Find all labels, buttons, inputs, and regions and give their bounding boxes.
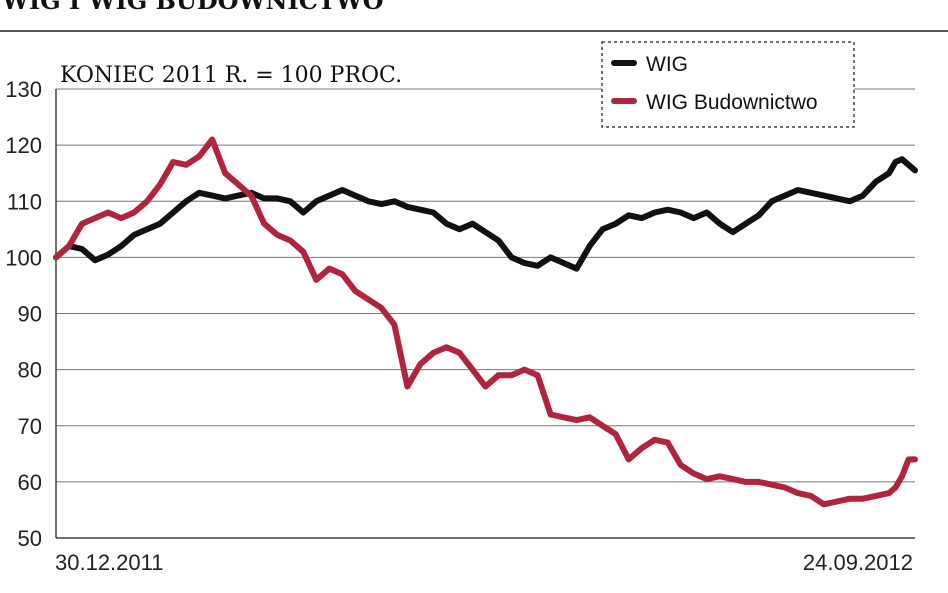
y-tick-label-50: 50	[18, 526, 42, 551]
y-tick-label-70: 70	[18, 414, 42, 439]
series-lines	[53, 136, 918, 508]
legend: WIG WIG Budownictwo	[601, 41, 855, 128]
y-tick-label-80: 80	[18, 358, 42, 383]
title-divider	[0, 30, 948, 32]
y-tick-label-90: 90	[18, 302, 42, 327]
series-line-wig-budownictwo	[53, 136, 918, 508]
y-tick-label-110: 110	[7, 189, 42, 214]
x-tick-start: 30.12.2011	[55, 550, 163, 575]
y-tick-label-60: 60	[18, 470, 42, 495]
legend-box	[601, 41, 855, 128]
gridlines	[56, 88, 915, 539]
legend-label-wig-budownictwo: WIG Budownictwo	[646, 91, 818, 114]
x-tick-end: 24.09.2012	[803, 550, 913, 575]
y-tick-label-130: 130	[5, 77, 42, 102]
y-tick-label-100: 100	[5, 245, 42, 270]
chart-subtitle: KONIEC 2011 R. = 100 PROC.	[60, 63, 402, 88]
legend-label-wig: WIG	[646, 53, 688, 76]
y-axis-tick-labels: 50 60 70 80 90 100 110 120 130	[5, 77, 42, 551]
y-tick-label-120: 120	[5, 133, 42, 158]
chart-title: WIG I WIG BUDOWNICTWO	[2, 0, 384, 15]
series-line-wig	[53, 156, 918, 272]
